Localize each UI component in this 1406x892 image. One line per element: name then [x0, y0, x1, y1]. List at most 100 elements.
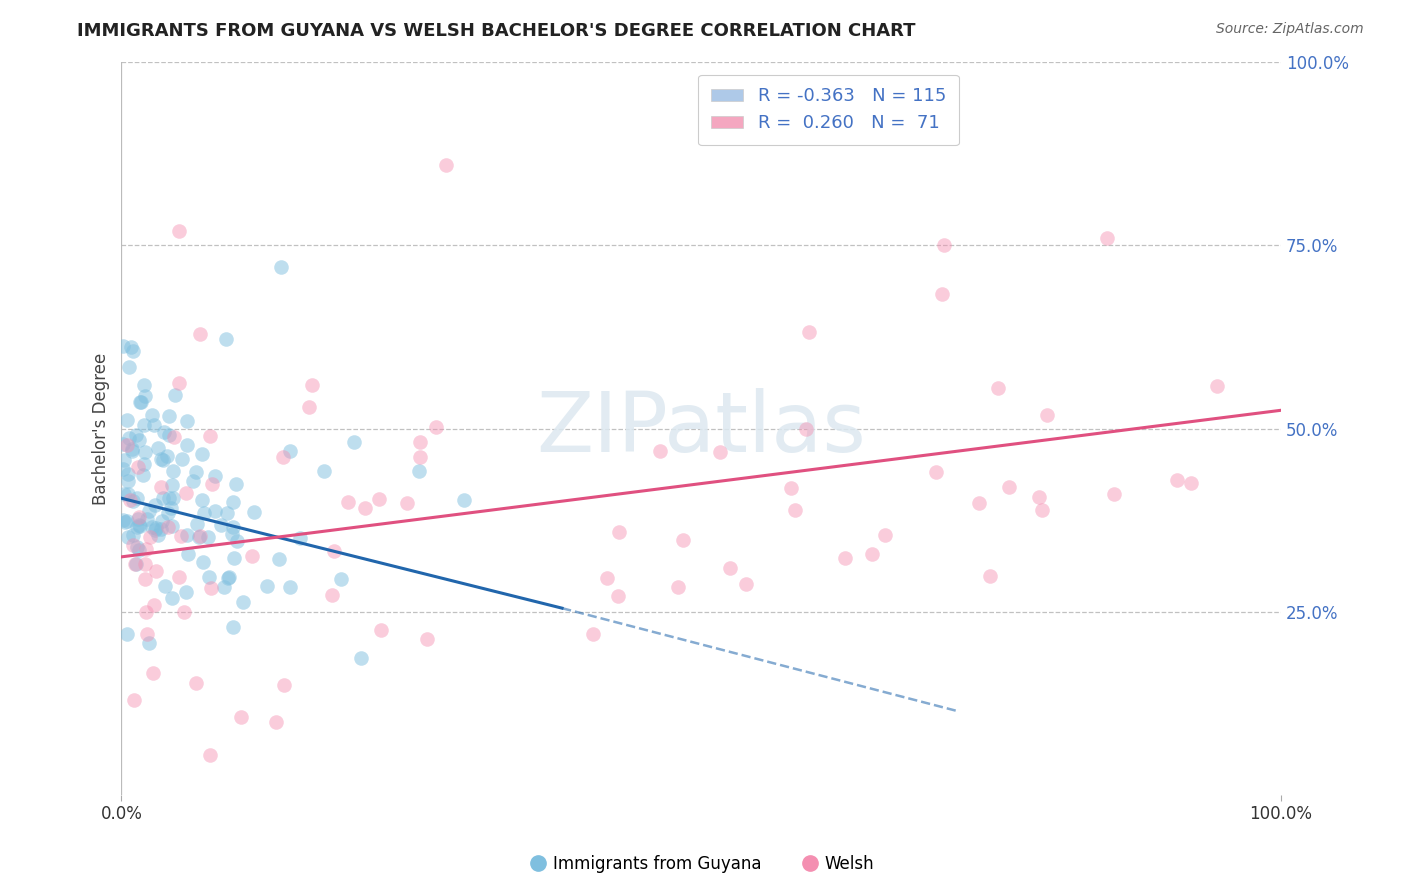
Point — [987, 381, 1010, 395]
Point — [143, 523, 166, 537]
Point — [200, 428, 222, 442]
Point — [197, 529, 219, 543]
Point — [127, 519, 149, 533]
Point — [117, 530, 139, 544]
Point — [834, 551, 856, 566]
Point — [1102, 487, 1125, 501]
Point — [138, 530, 160, 544]
Point — [184, 676, 207, 690]
Point — [222, 494, 245, 508]
Point — [150, 514, 173, 528]
Point — [142, 417, 165, 432]
Point — [312, 464, 335, 478]
Point — [931, 286, 953, 301]
Point — [115, 514, 138, 528]
Point — [666, 580, 689, 594]
Point — [136, 627, 159, 641]
Point — [117, 474, 139, 488]
Point — [671, 533, 693, 547]
Point — [709, 444, 731, 458]
Point — [288, 531, 311, 545]
Point — [127, 512, 149, 526]
Point — [606, 589, 628, 603]
Point — [128, 517, 150, 532]
Point — [343, 435, 366, 450]
Point — [121, 442, 143, 456]
Point — [188, 529, 211, 543]
Point — [118, 493, 141, 508]
Point — [111, 437, 134, 451]
Point — [222, 620, 245, 634]
Point — [596, 571, 619, 585]
Point — [256, 579, 278, 593]
Point — [204, 504, 226, 518]
Point — [128, 433, 150, 447]
Point — [1205, 379, 1227, 393]
Point — [797, 325, 820, 339]
Point — [215, 332, 238, 346]
Point — [132, 467, 155, 482]
Point — [191, 447, 214, 461]
Point — [145, 564, 167, 578]
Point — [152, 491, 174, 505]
Point — [409, 435, 432, 450]
Point — [121, 538, 143, 552]
Point — [1180, 475, 1202, 490]
Point — [232, 594, 254, 608]
Point — [160, 500, 183, 515]
Legend: R = -0.363   N = 115, R =  0.260   N =  71: R = -0.363 N = 115, R = 0.260 N = 71 — [699, 75, 959, 145]
Point — [111, 462, 134, 476]
Point — [155, 449, 177, 463]
Point — [214, 580, 236, 594]
Point — [128, 542, 150, 557]
Point — [167, 570, 190, 584]
Point — [157, 520, 180, 534]
Point — [145, 521, 167, 535]
Point — [1031, 502, 1053, 516]
Point — [153, 425, 176, 439]
Point — [349, 651, 371, 665]
Point — [129, 395, 152, 409]
Point — [181, 474, 204, 488]
Point — [129, 395, 152, 409]
Point — [160, 477, 183, 491]
Point — [162, 491, 184, 505]
Point — [779, 481, 801, 495]
Point — [117, 360, 139, 375]
Point — [408, 464, 430, 478]
Point — [134, 445, 156, 459]
Point — [134, 572, 156, 586]
Point — [785, 503, 807, 517]
Point — [188, 326, 211, 341]
Point — [150, 522, 173, 536]
Point — [1028, 491, 1050, 505]
Point — [114, 515, 136, 529]
Point — [998, 480, 1021, 494]
Point — [204, 468, 226, 483]
Point — [330, 572, 353, 586]
Point — [169, 224, 191, 238]
Point — [141, 520, 163, 534]
Text: IMMIGRANTS FROM GUYANA VS WELSH BACHELOR'S DEGREE CORRELATION CHART: IMMIGRANTS FROM GUYANA VS WELSH BACHELOR… — [77, 22, 915, 40]
Point — [217, 571, 239, 585]
Point — [142, 665, 165, 680]
Point — [153, 579, 176, 593]
Point — [125, 428, 148, 442]
Point — [169, 529, 191, 543]
Point — [143, 598, 166, 612]
Point — [298, 400, 321, 414]
Point — [932, 238, 955, 252]
Point — [167, 376, 190, 390]
Point — [416, 632, 439, 646]
Point — [860, 547, 883, 561]
Point — [221, 527, 243, 541]
Point — [146, 441, 169, 455]
Point — [354, 500, 377, 515]
Point — [453, 493, 475, 508]
Text: ZIPatlas: ZIPatlas — [536, 388, 866, 469]
Point — [143, 498, 166, 512]
Point — [122, 494, 145, 508]
Point — [201, 476, 224, 491]
Point — [141, 409, 163, 423]
Point — [160, 519, 183, 533]
